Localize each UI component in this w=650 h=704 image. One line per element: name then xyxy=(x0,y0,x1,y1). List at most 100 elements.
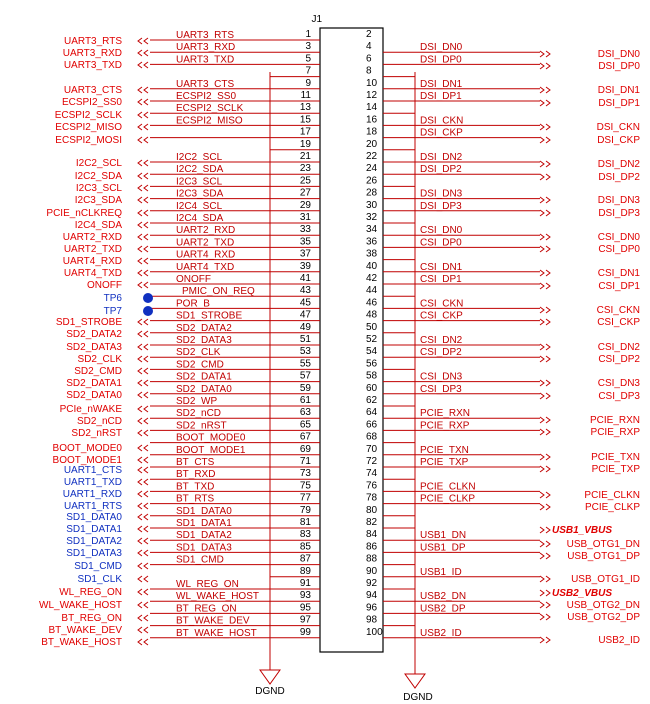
net-label: PCIE_RXP xyxy=(420,420,470,431)
pin-number: 44 xyxy=(366,285,378,296)
port-label: UART3_TXD xyxy=(64,60,122,71)
port-label: SD1_DATA3 xyxy=(66,548,122,559)
pin-number: 36 xyxy=(366,236,378,247)
net-label: ECSPI2_SCLK xyxy=(176,103,244,114)
net-label: ECSPI2_MISO xyxy=(176,115,243,126)
port-arrow xyxy=(539,123,551,131)
pin-number: 77 xyxy=(300,493,312,504)
port-label: UART3_CTS xyxy=(64,85,122,96)
net-label: SD2_DATA0 xyxy=(176,384,232,395)
net-label: SD2_CLK xyxy=(176,347,221,358)
pin-number: 95 xyxy=(300,602,312,613)
port-arrow xyxy=(137,355,149,363)
net-label: USB2_DP xyxy=(420,603,466,614)
port-label: DSI_CKN xyxy=(597,122,640,133)
pin-number: 60 xyxy=(366,383,378,394)
pin-number: 45 xyxy=(300,297,312,308)
port-label: PCIE_TXN xyxy=(591,452,640,463)
net-label: CSI_DN1 xyxy=(420,262,463,273)
port-arrow xyxy=(539,416,551,424)
net-label: CSI_DP2 xyxy=(420,347,462,358)
pin-number: 62 xyxy=(366,395,378,406)
port-arrow xyxy=(539,269,551,277)
port-label: WL_REG_ON xyxy=(59,587,122,598)
pin-number: 61 xyxy=(300,395,312,406)
net-label: I2C3_SDA xyxy=(176,189,224,200)
port-arrow xyxy=(137,490,149,498)
pin-number: 79 xyxy=(300,505,312,516)
net-label: PMIC_ON_REQ xyxy=(182,286,255,297)
port-label: DSI_DN2 xyxy=(598,159,641,170)
net-label: SD1_CMD xyxy=(176,555,224,566)
net-label: BT_RXD xyxy=(176,469,215,480)
port-arrow xyxy=(539,245,551,253)
port-arrow xyxy=(137,626,149,634)
pin-number: 40 xyxy=(366,261,378,272)
port-arrow xyxy=(539,636,551,644)
net-label: DSI_CKP xyxy=(420,128,463,139)
pin-number: 17 xyxy=(300,127,312,138)
net-label: WL_WAKE_HOST xyxy=(176,591,259,602)
pin-number: 86 xyxy=(366,541,378,552)
net-label: I2C3_SCL xyxy=(176,176,223,187)
port-label: USB_OTG2_DP xyxy=(567,612,640,623)
pin-number: 33 xyxy=(300,224,312,235)
port-arrow xyxy=(539,62,551,70)
net-label: BT_RTS xyxy=(176,494,214,505)
port-arrow xyxy=(137,318,149,326)
port-arrow xyxy=(137,61,149,69)
port-arrow xyxy=(539,428,551,436)
net-label: UART4_RXD xyxy=(176,250,235,261)
designator: J1 xyxy=(311,14,322,25)
port-label: UART4_TXD xyxy=(64,268,122,279)
port-label: SD1_DATA1 xyxy=(66,524,122,535)
pin-number: 88 xyxy=(366,554,378,565)
port-label: CSI_DP1 xyxy=(598,281,640,292)
port-label: UART4_RXD xyxy=(63,256,122,267)
port-label: SD2_CLK xyxy=(78,354,123,365)
port-label: I2C3_SDA xyxy=(75,195,123,206)
port-arrow xyxy=(137,343,149,351)
port-arrow xyxy=(137,466,149,474)
pin-number: 14 xyxy=(366,102,378,113)
port-label: SD2_DATA3 xyxy=(66,342,122,353)
pin-number: 80 xyxy=(366,505,378,516)
pin-number: 11 xyxy=(301,90,312,101)
pin-number: 8 xyxy=(366,66,372,77)
net-label: SD1_STROBE xyxy=(176,311,242,322)
pin-number: 78 xyxy=(366,493,378,504)
pin-number: 12 xyxy=(366,90,378,101)
port-arrow xyxy=(137,601,149,609)
port-label: BT_WAKE_HOST xyxy=(41,637,122,648)
port-label: USB2_ID xyxy=(598,635,640,646)
port-arrow xyxy=(137,159,149,167)
port-arrow xyxy=(539,136,551,144)
port-arrow xyxy=(539,503,551,511)
pin-number: 66 xyxy=(366,419,378,430)
port-arrow xyxy=(539,355,551,363)
pin-number: 65 xyxy=(300,419,312,430)
port-label: SD1_STROBE xyxy=(56,317,122,328)
port-label: UART3_RXD xyxy=(63,48,122,59)
port-label: ECSPI2_MISO xyxy=(55,122,122,133)
port-label: UART1_CTS xyxy=(64,465,122,476)
port-arrow xyxy=(137,221,149,229)
port-label: WL_WAKE_HOST xyxy=(39,600,122,611)
pin-number: 46 xyxy=(366,297,378,308)
port-label: USB1_VBUS xyxy=(552,525,612,536)
pin-number: 63 xyxy=(300,407,312,418)
port-label: CSI_DN2 xyxy=(598,342,641,353)
port-label: I2C4_SDA xyxy=(75,220,123,231)
port-label: UART1_TXD xyxy=(64,477,122,488)
port-arrow xyxy=(137,456,149,464)
net-label: PCIE_CLKP xyxy=(420,494,475,505)
pin-number: 83 xyxy=(300,529,312,540)
port-arrow xyxy=(137,502,149,510)
pin-number: 94 xyxy=(366,590,378,601)
port-arrow xyxy=(137,478,149,486)
port-label: I2C2_SDA xyxy=(75,171,123,182)
pin-number: 58 xyxy=(366,371,378,382)
port-label: UART2_RXD xyxy=(63,232,122,243)
ground-label: DGND xyxy=(403,692,432,703)
pin-number: 37 xyxy=(300,249,312,260)
